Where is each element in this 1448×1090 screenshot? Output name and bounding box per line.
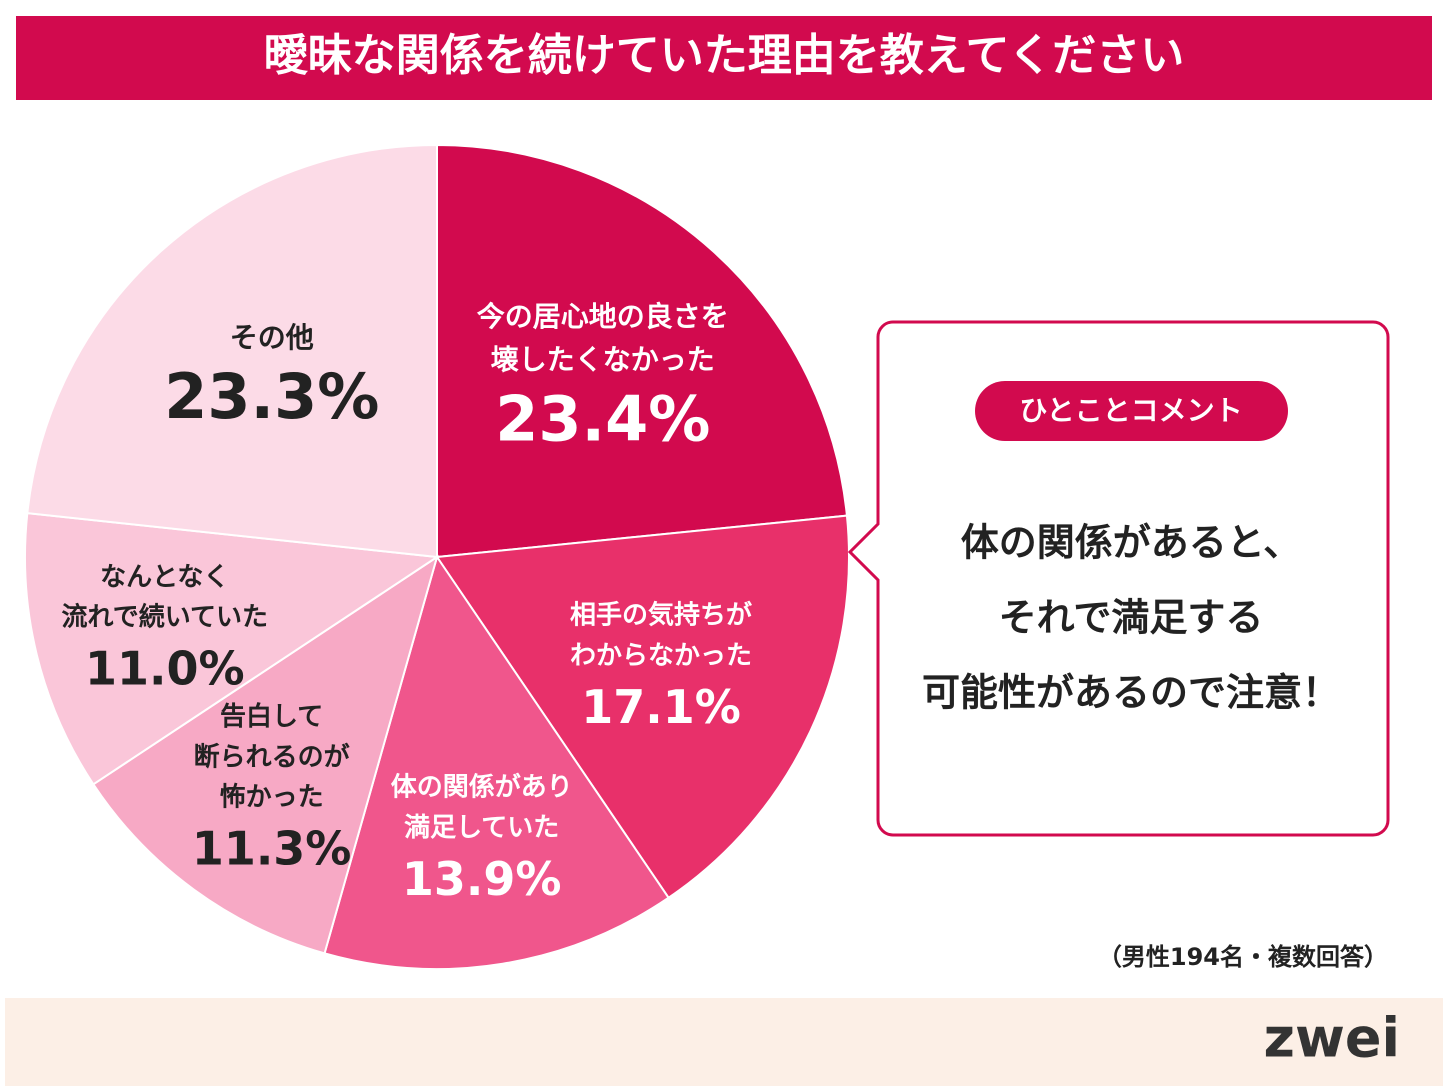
pie-slice bbox=[24, 511, 440, 786]
slice-label: その他 bbox=[230, 321, 314, 354]
slice-label: 満足していた bbox=[404, 813, 559, 843]
comment-badge-text: ひとことコメント bbox=[1019, 394, 1242, 427]
comment-line: 可能性があるので注意！ bbox=[922, 671, 1340, 715]
slice-label: 壊したくなかった bbox=[491, 343, 715, 376]
comment-line: それで満足する bbox=[999, 596, 1264, 640]
pie-slice bbox=[323, 554, 670, 970]
slice-label: 今の居心地の良さを bbox=[477, 300, 729, 333]
comment-badge bbox=[975, 381, 1288, 441]
slice-label: 告白して bbox=[220, 701, 323, 732]
value-label: 11.0% bbox=[85, 642, 245, 696]
pie-slice bbox=[91, 554, 439, 955]
slice-label: 流れで続いていた bbox=[62, 602, 268, 633]
note: （男性194名・複数回答） bbox=[1098, 943, 1388, 971]
pie-slice bbox=[435, 514, 850, 900]
value-label: 17.1% bbox=[581, 680, 741, 734]
pie-slice bbox=[26, 143, 438, 559]
chart-title: 曖昧な関係を続けていた理由を教えてください bbox=[264, 30, 1184, 81]
logo: zwei bbox=[1264, 1007, 1400, 1070]
slice-label: わからなかった bbox=[570, 641, 752, 671]
title-bar bbox=[16, 16, 1432, 100]
value-label: 11.3% bbox=[192, 822, 352, 876]
comment-box bbox=[847, 320, 1390, 837]
slice-label: 相手の気持ちが bbox=[570, 600, 752, 631]
pie-slice bbox=[436, 143, 849, 559]
comment-line: 体の関係があると、 bbox=[961, 521, 1301, 565]
value-label: 23.4% bbox=[495, 382, 710, 455]
slice-label: 体の関係があり bbox=[391, 772, 573, 803]
slice-label: 断られるのが bbox=[194, 741, 350, 772]
slice-label: なんとなく bbox=[100, 562, 229, 592]
value-label: 13.9% bbox=[402, 852, 562, 906]
footer bbox=[5, 998, 1443, 1086]
value-label: 23.3% bbox=[164, 360, 379, 433]
slice-label: 怖かった bbox=[220, 782, 324, 813]
